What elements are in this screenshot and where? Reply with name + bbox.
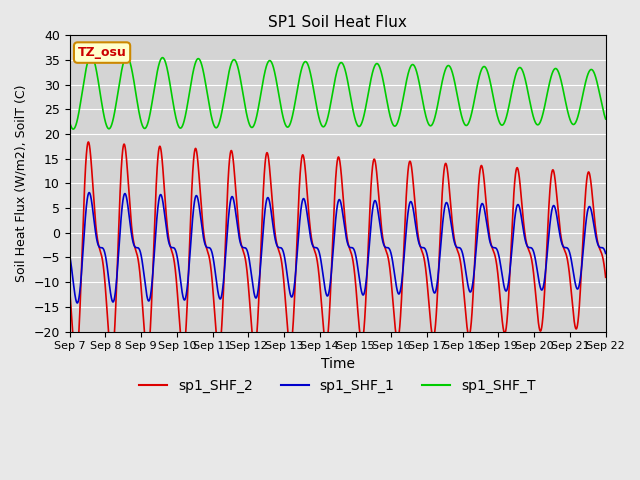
sp1_SHF_1 bbox=[415, 239, 422, 244]
sp1_SHF_T bbox=[271, 70, 278, 75]
Line: sp1_SHF_1: sp1_SHF_1 bbox=[70, 192, 605, 303]
sp1_SHF_2 bbox=[66, 286, 74, 291]
sp1_SHF_T bbox=[507, 96, 515, 101]
sp1_SHF_2 bbox=[84, 139, 92, 145]
sp1_SHF_T bbox=[163, 66, 171, 72]
sp1_SHF_T bbox=[87, 53, 95, 59]
Text: TZ_osu: TZ_osu bbox=[77, 46, 127, 59]
sp1_SHF_1 bbox=[507, 262, 515, 267]
Title: SP1 Soil Heat Flux: SP1 Soil Heat Flux bbox=[268, 15, 407, 30]
Line: sp1_SHF_T: sp1_SHF_T bbox=[70, 56, 605, 129]
sp1_SHF_1 bbox=[66, 252, 74, 258]
sp1_SHF_1 bbox=[271, 233, 278, 239]
sp1_SHF_2 bbox=[602, 275, 609, 280]
sp1_SHF_T bbox=[387, 118, 395, 123]
Legend: sp1_SHF_2, sp1_SHF_1, sp1_SHF_T: sp1_SHF_2, sp1_SHF_1, sp1_SHF_T bbox=[134, 373, 541, 399]
sp1_SHF_T bbox=[466, 117, 474, 123]
sp1_SHF_T bbox=[66, 119, 74, 125]
sp1_SHF_1 bbox=[85, 190, 93, 195]
sp1_SHF_1 bbox=[466, 289, 474, 295]
X-axis label: Time: Time bbox=[321, 357, 355, 371]
sp1_SHF_T bbox=[69, 126, 77, 132]
sp1_SHF_2 bbox=[163, 223, 171, 229]
Line: sp1_SHF_2: sp1_SHF_2 bbox=[70, 142, 605, 359]
sp1_SHF_2 bbox=[72, 356, 80, 362]
Y-axis label: Soil Heat Flux (W/m2), SoilT (C): Soil Heat Flux (W/m2), SoilT (C) bbox=[15, 84, 28, 282]
sp1_SHF_T bbox=[602, 116, 609, 122]
sp1_SHF_1 bbox=[602, 251, 609, 256]
sp1_SHF_2 bbox=[271, 227, 278, 232]
sp1_SHF_1 bbox=[387, 252, 395, 257]
sp1_SHF_1 bbox=[163, 231, 171, 237]
sp1_SHF_1 bbox=[74, 300, 81, 306]
sp1_SHF_2 bbox=[507, 256, 515, 262]
sp1_SHF_2 bbox=[415, 235, 422, 240]
sp1_SHF_2 bbox=[387, 280, 395, 286]
sp1_SHF_2 bbox=[466, 331, 474, 336]
sp1_SHF_T bbox=[415, 76, 422, 82]
